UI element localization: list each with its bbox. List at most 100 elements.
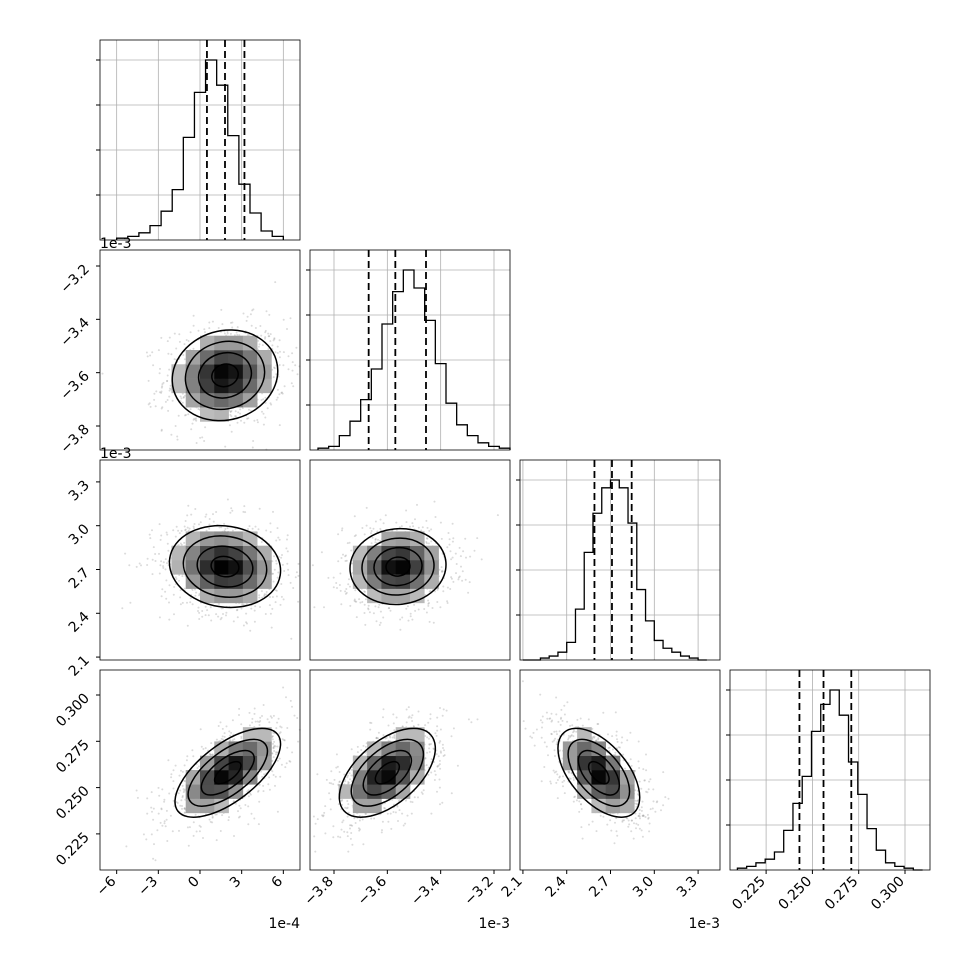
sample-point xyxy=(628,823,631,826)
sample-point xyxy=(151,529,153,532)
sample-point xyxy=(155,390,158,393)
sample-point xyxy=(219,721,222,724)
sample-point xyxy=(179,542,182,545)
sample-point xyxy=(194,418,197,421)
sample-point xyxy=(171,399,174,402)
sample-point xyxy=(157,349,160,352)
sample-point xyxy=(228,730,231,733)
sample-point xyxy=(442,590,445,593)
sample-point xyxy=(273,568,276,571)
sample-point xyxy=(203,328,206,331)
sample-point xyxy=(194,588,196,591)
sample-point xyxy=(341,821,344,824)
density-cell xyxy=(367,770,382,785)
sample-point xyxy=(335,753,338,756)
sample-point xyxy=(151,558,154,561)
density-cell xyxy=(228,335,244,351)
sample-point xyxy=(158,552,160,555)
sample-point xyxy=(346,542,349,545)
sample-point xyxy=(235,415,237,418)
sample-point xyxy=(204,515,207,518)
density-cell xyxy=(352,560,368,575)
histogram-step xyxy=(116,59,284,240)
sample-point xyxy=(185,414,187,416)
sample-point xyxy=(436,588,439,591)
sample-point xyxy=(287,568,290,571)
sample-point xyxy=(220,526,223,529)
sample-point xyxy=(168,395,171,398)
density-cell xyxy=(214,392,229,408)
sample-point xyxy=(165,597,168,600)
sample-point xyxy=(261,775,264,778)
sample-point xyxy=(342,819,345,822)
sample-point xyxy=(428,743,431,746)
sample-point xyxy=(229,410,232,413)
sample-point xyxy=(373,817,376,820)
sample-point xyxy=(382,708,385,711)
sample-point xyxy=(456,764,459,767)
sample-point xyxy=(345,588,348,590)
density-cell xyxy=(242,560,258,575)
sample-point xyxy=(267,348,270,351)
sample-point xyxy=(344,560,347,562)
sample-point xyxy=(259,716,262,719)
sample-point xyxy=(211,320,214,323)
sample-point xyxy=(231,326,234,329)
sample-point xyxy=(163,822,166,825)
sample-point xyxy=(437,755,440,758)
sample-point xyxy=(404,822,407,825)
sample-point xyxy=(282,318,285,321)
sample-point xyxy=(236,421,239,424)
sample-point xyxy=(413,796,416,799)
sample-point xyxy=(275,753,277,756)
sample-point xyxy=(409,615,412,618)
sample-point xyxy=(253,620,256,623)
sample-point xyxy=(149,354,152,357)
sample-point xyxy=(263,595,266,598)
sample-point xyxy=(350,768,353,771)
sample-point xyxy=(457,578,460,581)
density-cell xyxy=(214,335,229,351)
sample-point xyxy=(392,722,395,725)
sample-point xyxy=(193,417,196,420)
sample-point xyxy=(535,728,538,731)
sample-point xyxy=(637,740,640,743)
sample-point xyxy=(262,412,265,415)
sample-point xyxy=(203,440,206,442)
sample-point xyxy=(276,345,279,348)
sample-point xyxy=(241,603,244,606)
sample-point xyxy=(438,759,441,762)
sample-point xyxy=(147,379,150,382)
sample-point xyxy=(384,737,387,740)
sample-point xyxy=(267,332,270,335)
sample-point xyxy=(274,281,277,284)
sample-point xyxy=(285,696,287,699)
sample-point xyxy=(208,518,211,520)
sample-point xyxy=(171,830,174,833)
sample-point xyxy=(154,859,157,862)
sample-point xyxy=(220,616,223,619)
sample-point xyxy=(275,539,278,542)
sample-point xyxy=(572,800,575,803)
density-cell xyxy=(200,335,215,351)
sample-point xyxy=(338,780,341,783)
sample-point xyxy=(125,845,128,848)
sample-point xyxy=(296,717,299,719)
sample-point xyxy=(427,721,430,724)
sample-point xyxy=(195,417,197,420)
sample-point xyxy=(153,392,156,395)
sample-point xyxy=(247,795,250,798)
sample-point xyxy=(278,356,281,359)
sample-point xyxy=(435,753,438,756)
sample-point xyxy=(262,423,265,426)
sample-point xyxy=(410,812,413,815)
sample-point xyxy=(368,611,371,614)
sample-point xyxy=(439,606,442,609)
sample-point xyxy=(179,804,182,807)
sample-point xyxy=(361,601,364,603)
sample-point xyxy=(442,585,445,588)
sample-point xyxy=(208,527,211,530)
sample-point xyxy=(458,546,461,549)
sample-point xyxy=(161,383,164,386)
sample-point xyxy=(264,416,267,419)
